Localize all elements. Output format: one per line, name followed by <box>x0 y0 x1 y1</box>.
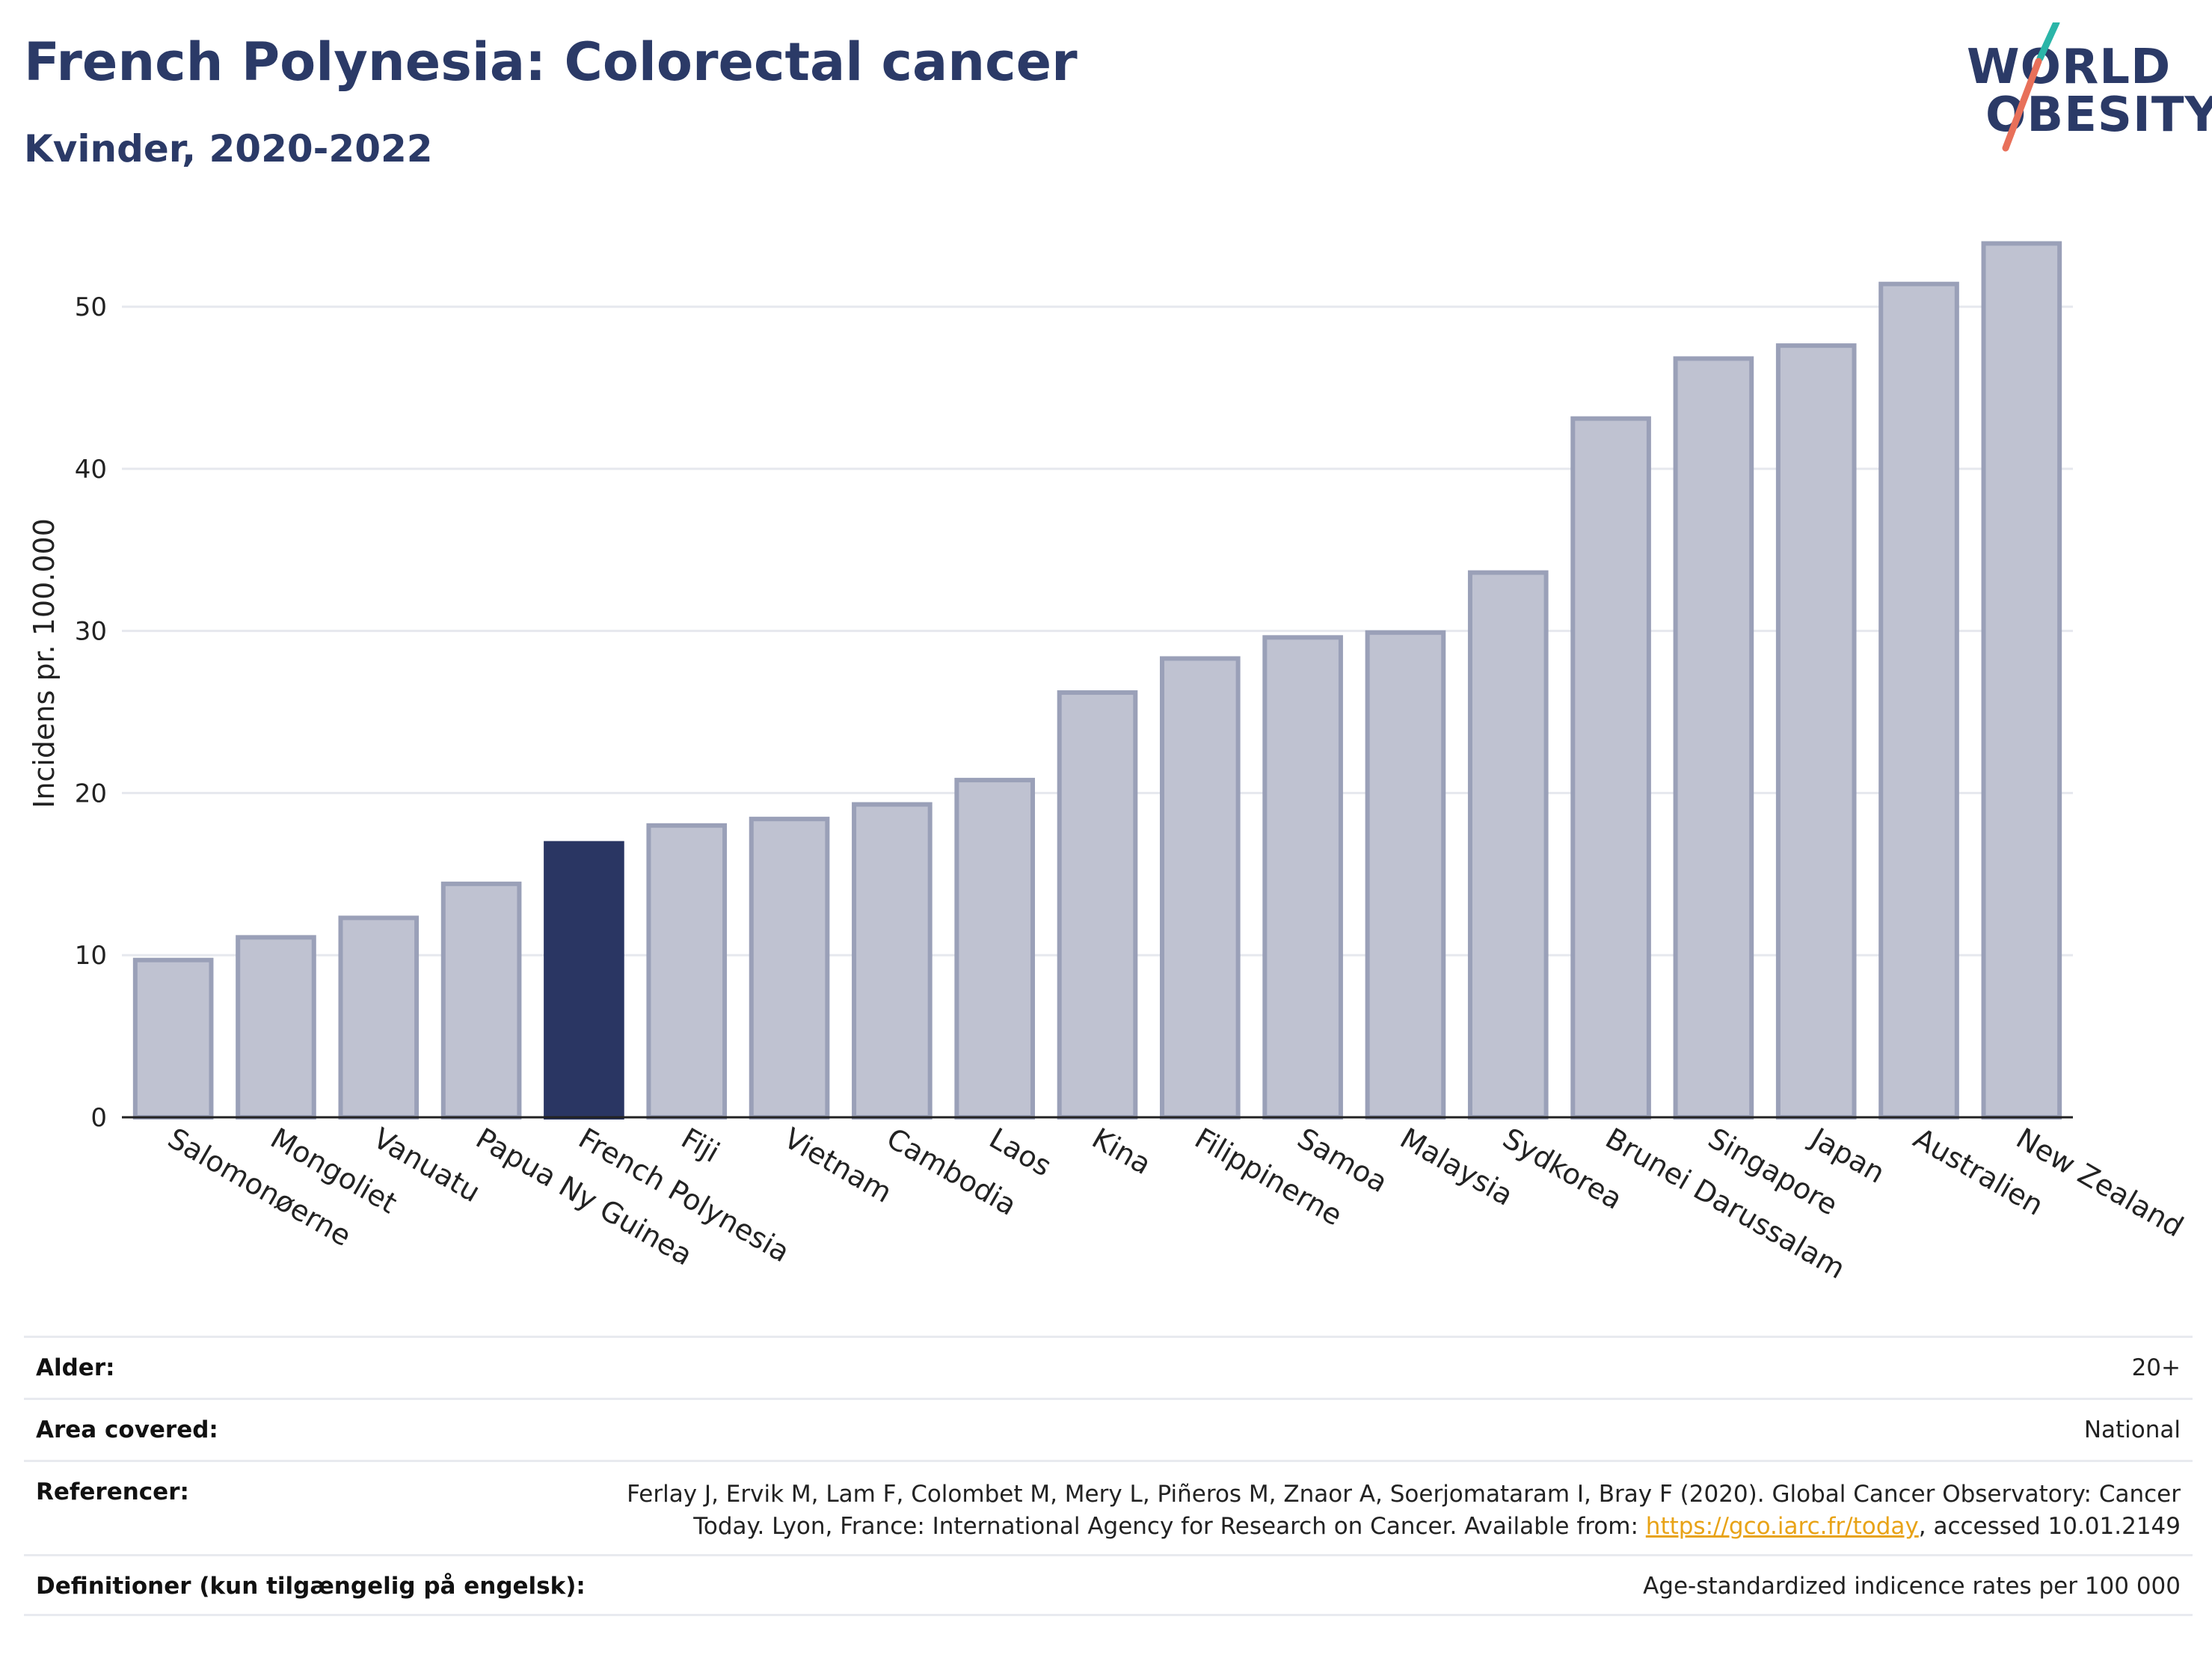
meta-value-references: Ferlay J, Ervik M, Lam F, Colombet M, Me… <box>610 1479 2181 1543</box>
bar <box>1878 281 1959 1120</box>
chart-title: French Polynesia: Colorectal cancer <box>24 31 1078 93</box>
y-tick-label: 20 <box>75 779 107 808</box>
bar <box>1673 356 1754 1120</box>
logo-line-world: WORLD <box>1967 40 2172 95</box>
bar <box>1057 690 1138 1120</box>
chart-subtitle: Kvinder, 2020-2022 <box>24 127 433 171</box>
reference-line-1: Ferlay J, Ervik M, Lam F, Colombet M, Me… <box>627 1481 2181 1508</box>
bar <box>852 802 933 1120</box>
world-obesity-logo: WORLD OBESITY <box>1952 22 2212 165</box>
x-tick-label: Laos <box>984 1122 1057 1183</box>
y-tick-label: 50 <box>75 292 107 322</box>
meta-value-area: National <box>2083 1416 2181 1443</box>
reference-link[interactable]: https://gco.iarc.fr/today <box>1645 1513 1919 1540</box>
bar <box>1160 656 1241 1120</box>
y-tick-label: 0 <box>90 1103 107 1133</box>
x-tick-label: Fiji <box>676 1122 725 1169</box>
meta-label-references: Referencer: <box>36 1479 189 1505</box>
bar <box>338 915 420 1120</box>
reference-text: Today. Lyon, France: International Agenc… <box>693 1513 1646 1540</box>
meta-label-age: Alder: <box>36 1354 115 1381</box>
y-tick-label: 30 <box>75 617 107 647</box>
bar <box>646 823 728 1120</box>
bar <box>1262 635 1343 1120</box>
x-tick-label: Kina <box>1087 1122 1157 1182</box>
reference-line-2: Today. Lyon, France: International Agenc… <box>610 1511 2181 1543</box>
meta-row-area: Area covered: National <box>24 1398 2193 1460</box>
reference-accessed: , accessed 10.01.2149 <box>1918 1513 2181 1540</box>
meta-value-age: 20+ <box>2131 1354 2181 1381</box>
x-tick-label: New Zealand <box>2011 1122 2189 1244</box>
bar <box>1467 570 1549 1120</box>
bar <box>440 881 522 1120</box>
x-tick-label: Malaysia <box>1395 1122 1519 1212</box>
meta-row-references: Referencer: Ferlay J, Ervik M, Lam F, Co… <box>24 1460 2193 1554</box>
y-tick-label: 10 <box>75 941 107 971</box>
meta-value-definitions: Age-standardized indicence rates per 100… <box>1643 1573 2181 1600</box>
meta-row-definitions: Definitioner (kun tilgængelig på engelsk… <box>24 1554 2193 1616</box>
bar <box>954 778 1035 1120</box>
bar <box>132 957 214 1120</box>
meta-row-age: Alder: 20+ <box>24 1336 2193 1398</box>
bar-chart: 0 10 20 30 40 50 Incidens pr. 100.000 Salomonøe… <box>28 241 2189 1286</box>
bar <box>1775 343 1857 1120</box>
logo-slash-icon <box>2002 22 2060 152</box>
bar <box>1365 630 1446 1120</box>
bar <box>1570 416 1651 1120</box>
bar <box>236 935 316 1120</box>
bar <box>749 817 830 1120</box>
y-tick-label: 40 <box>75 455 107 485</box>
metadata-table: Alder: 20+ Area covered: National Refere… <box>24 1336 2193 1616</box>
x-tick-label: Salomonøerne <box>162 1122 357 1253</box>
bar <box>1981 241 2062 1120</box>
x-tick-label: Vietnam <box>778 1122 897 1209</box>
bar <box>544 841 624 1120</box>
meta-label-area: Area covered: <box>36 1416 218 1443</box>
meta-label-definitions: Definitioner (kun tilgængelig på engelsk… <box>36 1573 586 1600</box>
y-axis-label: Incidens pr. 100.000 <box>28 518 61 808</box>
